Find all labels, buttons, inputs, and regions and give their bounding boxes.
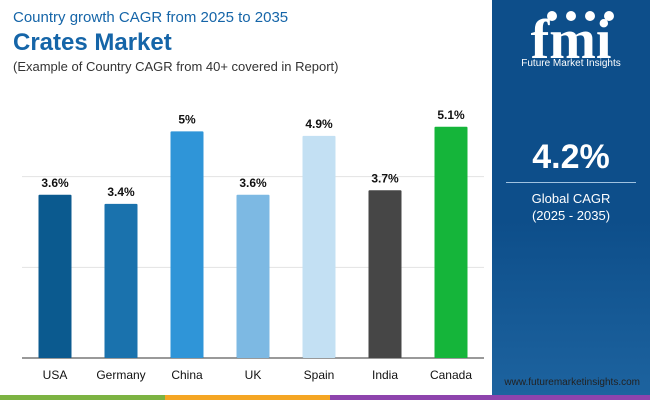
bottom-color-strip (0, 395, 650, 400)
chart-header: Country growth CAGR from 2025 to 2035 Cr… (13, 8, 483, 75)
data-label-china: 5% (178, 112, 196, 126)
data-label-uk: 3.6% (239, 176, 267, 190)
x-tick-label-china: China (171, 368, 203, 382)
data-label-spain: 4.9% (305, 117, 333, 131)
bar-germany (104, 203, 138, 358)
chart-note: (Example of Country CAGR from 40+ covere… (13, 59, 339, 74)
logo-caption: Future Market Insights (521, 58, 621, 69)
sidebar-panel: fmi Future Market Insights 4.2% Global C… (492, 0, 650, 400)
bar-uk (236, 194, 270, 358)
global-cagr-value: 4.2% (532, 138, 610, 176)
bar-china (170, 131, 204, 358)
footer-url[interactable]: www.futuremarketinsights.com (504, 377, 640, 388)
data-label-usa: 3.6% (41, 176, 69, 190)
x-tick-label-germany: Germany (96, 368, 145, 382)
data-label-germany: 3.4% (107, 185, 135, 199)
sidebar-divider (506, 182, 636, 183)
x-tick-label-canada: Canada (430, 368, 472, 382)
logo-dot-icon (566, 11, 576, 21)
bar-spain (302, 135, 336, 358)
x-tick-label-india: India (372, 368, 398, 382)
data-label-india: 3.7% (371, 171, 399, 185)
x-tick-label-spain: Spain (304, 368, 335, 382)
global-cagr-range: (2025 - 2035) (531, 208, 611, 223)
strip-segment-green (0, 395, 165, 400)
logo-dot-icon (547, 11, 557, 21)
fmi-logo: fmi (531, 9, 614, 71)
strip-segment-purple (330, 395, 650, 400)
sidebar-glow (492, 220, 650, 400)
x-tick-label-usa: USA (43, 368, 68, 382)
data-label-canada: 5.1% (437, 108, 465, 122)
logo-dot-icon (604, 11, 614, 21)
x-tick-label-uk: UK (245, 368, 262, 382)
strip-segment-orange (165, 395, 330, 400)
logo-dot-icon (585, 11, 595, 21)
bar-usa (38, 194, 72, 358)
global-cagr-label: Global CAGR (531, 191, 611, 206)
bar-india (368, 190, 402, 358)
bar-chart: 3.6% USA 3.4% Germany 5% China 3.6% UK 4.9% Spain… (22, 108, 484, 382)
bar-canada (434, 126, 468, 358)
chart-title: Crates Market (13, 29, 172, 56)
chart-subtitle: Country growth CAGR from 2025 to 2035 (13, 9, 289, 26)
